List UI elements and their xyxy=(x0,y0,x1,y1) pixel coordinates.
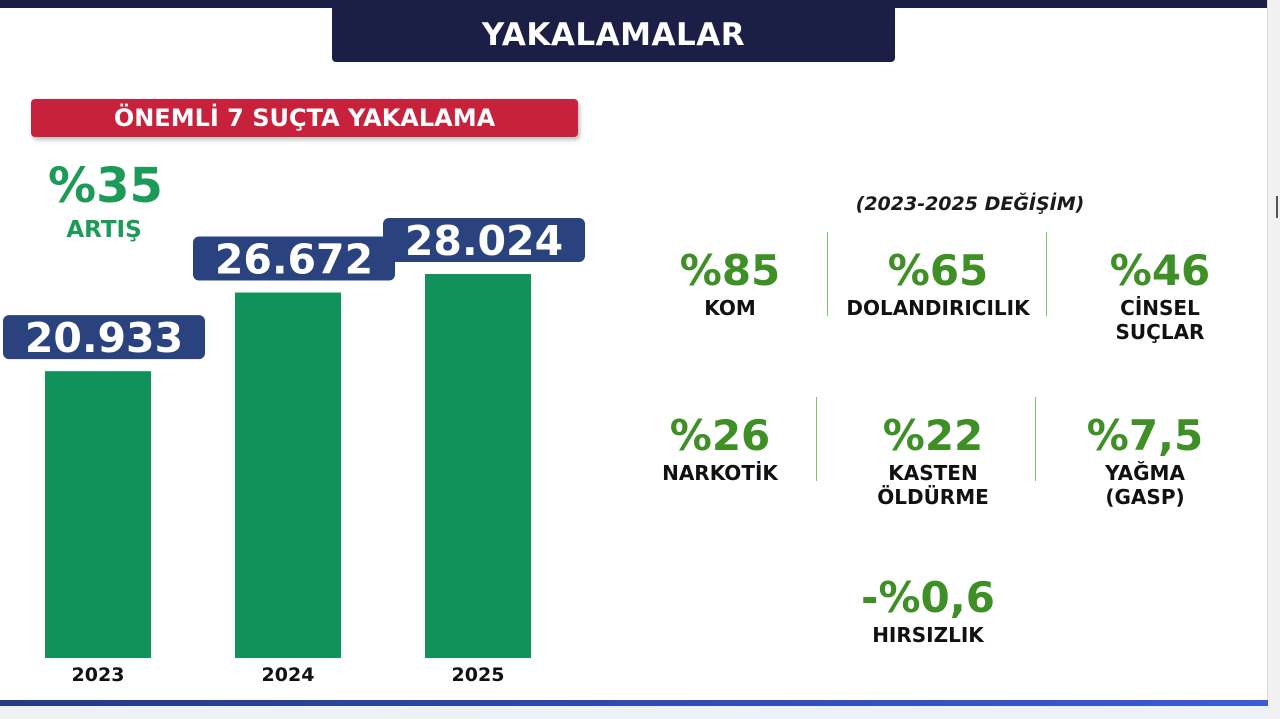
bar-2023 xyxy=(45,371,151,658)
stat-value: %7,5 xyxy=(1086,411,1204,460)
stat-value: %22 xyxy=(882,411,984,460)
divider xyxy=(1046,232,1047,316)
page-title: YAKALAMALAR xyxy=(332,8,895,62)
stat-value: -%0,6 xyxy=(861,573,995,622)
value-label-box xyxy=(3,315,205,360)
bottom-strip xyxy=(0,706,1268,719)
stat-label: DOLANDIRICILIK xyxy=(846,296,1030,320)
stat-label: CİNSEL SUÇLAR xyxy=(1115,296,1205,344)
x-tick-label: 2023 xyxy=(72,664,125,686)
value-label: 26.672 xyxy=(215,236,373,284)
stat-kasten-oldurme: %22 KASTEN ÖLDÜRME xyxy=(853,411,1013,509)
stat-label: KASTEN ÖLDÜRME xyxy=(877,461,989,509)
bar-chart: 20.933 2023 26.672 2024 28.024 2025 xyxy=(3,217,585,686)
increase-percentage: %35 xyxy=(48,158,163,214)
stat-label: KOM xyxy=(704,296,756,320)
stat-yagma-gasp: %7,5 YAĞMA (GASP) xyxy=(1070,411,1220,509)
stat-label: YAĞMA (GASP) xyxy=(1105,461,1185,509)
stat-dolandiricilik: %65 DOLANDIRICILIK xyxy=(838,246,1038,320)
divider xyxy=(816,397,817,481)
value-label: 28.024 xyxy=(405,217,563,265)
stat-cinsel-suclar: %46 CİNSEL SUÇLAR xyxy=(1085,246,1235,344)
value-label: 20.933 xyxy=(25,314,183,362)
stat-kom: %85 KOM xyxy=(655,246,805,320)
bar-2025 xyxy=(425,274,531,658)
stat-value: %65 xyxy=(887,246,989,295)
top-strip xyxy=(0,0,1268,8)
x-tick-label: 2025 xyxy=(452,664,505,686)
stat-narkotik: %26 NARKOTİK xyxy=(640,411,800,485)
section-title: ÖNEMLİ 7 SUÇTA YAKALAMA xyxy=(31,99,578,137)
increase-label: ARTIŞ xyxy=(66,217,142,243)
stat-value: %46 xyxy=(1109,246,1211,295)
stat-hirsizlik: -%0,6 HIRSIZLIK xyxy=(848,573,1008,647)
value-label-box xyxy=(383,218,585,262)
bottom-accent-bar xyxy=(0,700,1268,706)
stat-value: %85 xyxy=(679,246,781,295)
change-caption: (2023-2025 DEĞİŞİM) xyxy=(855,193,1085,215)
bar-2024 xyxy=(235,292,341,658)
divider xyxy=(827,232,828,316)
stat-label: HIRSIZLIK xyxy=(872,623,984,647)
x-tick-label: 2024 xyxy=(262,664,315,686)
value-label-box xyxy=(193,236,395,281)
stat-value: %26 xyxy=(669,411,771,460)
stat-label: NARKOTİK xyxy=(662,461,778,485)
scrollbar-thumb[interactable] xyxy=(1276,196,1278,218)
divider xyxy=(1035,397,1036,481)
scrollbar[interactable] xyxy=(1267,0,1280,719)
